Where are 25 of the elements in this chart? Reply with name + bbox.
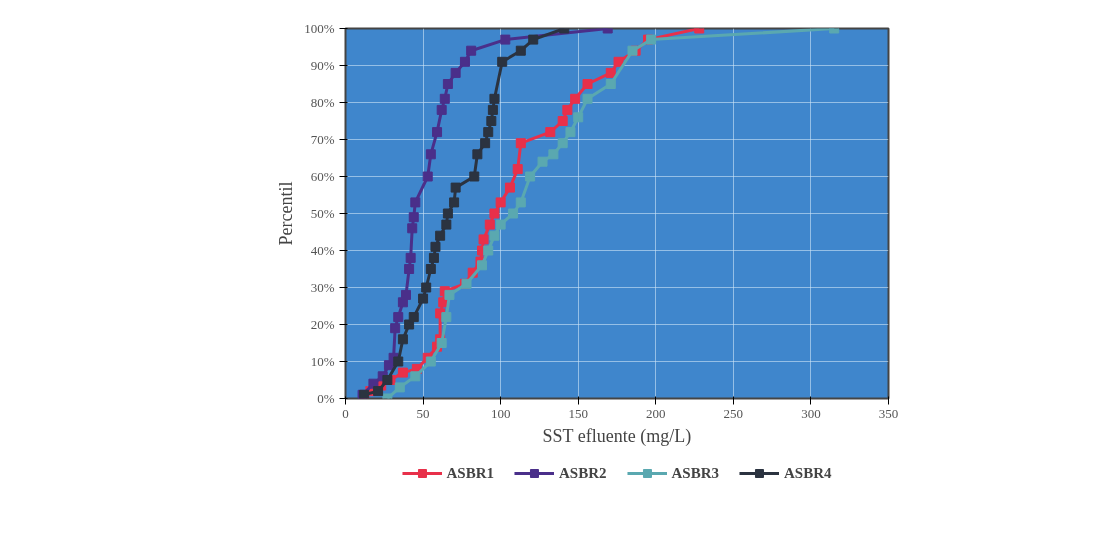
x-tick-label: 50	[416, 405, 430, 421]
y-tick-label: 50%	[310, 206, 335, 221]
y-tick-label: 10%	[310, 354, 335, 369]
y-tick-label: 80%	[310, 95, 335, 110]
legend-label: ASBR2	[558, 464, 607, 482]
y-tick-label: 60%	[310, 169, 335, 184]
x-tick-label: 0	[342, 405, 349, 421]
x-axis-title: SST efluente (mg/L)	[542, 425, 692, 447]
legend-label: ASBR3	[671, 464, 720, 482]
y-tick-label: 70%	[310, 132, 335, 147]
y-tick-label: 40%	[310, 243, 335, 258]
y-tick-label: 20%	[310, 317, 335, 332]
y-tick-label: 30%	[310, 280, 335, 295]
x-tick-label: 100	[490, 405, 511, 421]
x-tick-label: 350	[878, 405, 899, 421]
x-tick-label: 300	[801, 405, 821, 421]
legend-label: ASBR4	[784, 464, 832, 482]
x-tick-label: 250	[723, 405, 744, 421]
x-tick-label: 150	[568, 405, 588, 421]
x-tick-label: 200	[646, 405, 666, 421]
legend-label: ASBR1	[446, 464, 494, 482]
y-tick-label: 0%	[317, 391, 335, 406]
y-tick-label: 90%	[310, 58, 335, 73]
y-tick-label: 100%	[304, 21, 335, 36]
y-axis-title: Percentil	[276, 181, 297, 246]
